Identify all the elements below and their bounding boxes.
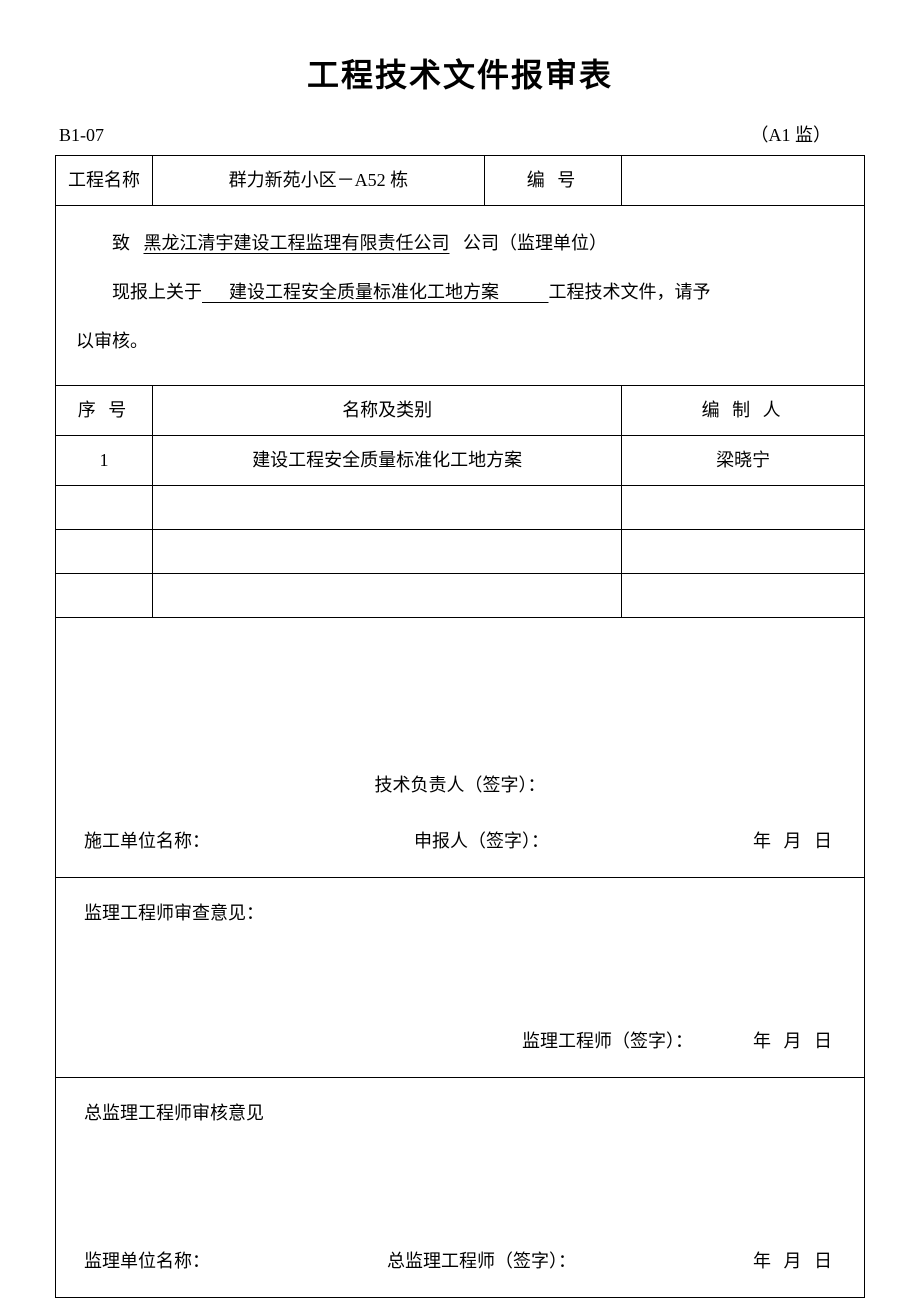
supervision-unit-label: 监理单位名称： bbox=[84, 1242, 210, 1282]
number-label: 编 号 bbox=[484, 155, 622, 205]
seq-cell: 1 bbox=[56, 436, 153, 486]
reporter-label: 申报人（签字）： bbox=[414, 822, 549, 862]
table-row bbox=[56, 573, 865, 617]
name-cell bbox=[153, 485, 622, 529]
sig-row-chief: 总监理工程师审核意见 监理单位名称： 总监理工程师（签字）： 年 月 日 bbox=[56, 1078, 865, 1298]
sig-supervisor-cell: 监理工程师审查意见： 监理工程师（签字）： 年 月 日 bbox=[56, 878, 865, 1078]
table-row: 1 建设工程安全质量标准化工地方案 梁晓宁 bbox=[56, 436, 865, 486]
to-line: 致 黑龙江清宇建设工程监理有限责任公司 公司（监理单位） bbox=[76, 222, 844, 265]
table-row bbox=[56, 485, 865, 529]
report-end: 以审核。 bbox=[76, 320, 844, 363]
chief-engineer-label: 总监理工程师（签字）： bbox=[387, 1242, 576, 1282]
seq-cell bbox=[56, 529, 153, 573]
form-suffix: （A1 监） bbox=[751, 121, 862, 150]
main-table: 工程名称 群力新苑小区－A52 栋 编 号 致 黑龙江清宇建设工程监理有限责任公… bbox=[55, 155, 865, 386]
sig-row-construction: 技术负责人（签字）： 施工单位名称： 申报人（签字）： 年 月 日 bbox=[56, 618, 865, 878]
supervisor-engineer-label: 监理工程师（签字）： bbox=[522, 1022, 693, 1062]
author-cell bbox=[622, 573, 865, 617]
project-name-label: 工程名称 bbox=[56, 155, 153, 205]
sig1-date: 年 月 日 bbox=[753, 822, 836, 862]
report-suffix: 工程技术文件，请予 bbox=[549, 282, 711, 302]
to-prefix: 致 bbox=[112, 233, 130, 253]
author-cell bbox=[622, 529, 865, 573]
name-header: 名称及类别 bbox=[153, 386, 622, 435]
author-cell bbox=[622, 485, 865, 529]
name-cell bbox=[153, 529, 622, 573]
sig2-date: 年 月 日 bbox=[753, 1022, 836, 1062]
body-row: 致 黑龙江清宇建设工程监理有限责任公司 公司（监理单位） 现报上关于 建设工程安… bbox=[56, 205, 865, 386]
sig3-date: 年 月 日 bbox=[753, 1242, 836, 1282]
seq-cell bbox=[56, 485, 153, 529]
supervisor-opinion-label: 监理工程师审查意见： bbox=[84, 894, 836, 934]
signature-table: 技术负责人（签字）： 施工单位名称： 申报人（签字）： 年 月 日 监理工程师审… bbox=[55, 618, 865, 1299]
report-line: 现报上关于 建设工程安全质量标准化工地方案 工程技术文件，请予 bbox=[76, 271, 844, 314]
meta-row: B1-07 （A1 监） bbox=[55, 121, 865, 150]
table-row bbox=[56, 529, 865, 573]
seq-header: 序 号 bbox=[56, 386, 153, 435]
number-value bbox=[622, 155, 865, 205]
name-cell bbox=[153, 573, 622, 617]
list-header: 序 号 名称及类别 编 制 人 bbox=[56, 386, 865, 435]
sig-supervisor-bottom: 监理工程师（签字）： 年 月 日 bbox=[84, 1022, 836, 1062]
sig-chief-bottom: 监理单位名称： 总监理工程师（签字）： 年 月 日 bbox=[84, 1242, 836, 1282]
project-name-value: 群力新苑小区－A52 栋 bbox=[153, 155, 485, 205]
to-company: 黑龙江清宇建设工程监理有限责任公司 bbox=[144, 233, 450, 253]
sig-chief-cell: 总监理工程师审核意见 监理单位名称： 总监理工程师（签字）： 年 月 日 bbox=[56, 1078, 865, 1298]
name-cell: 建设工程安全质量标准化工地方案 bbox=[153, 436, 622, 486]
to-suffix: 公司（监理单位） bbox=[463, 233, 607, 253]
sig-construction-bottom: 施工单位名称： 申报人（签字）： 年 月 日 bbox=[84, 822, 836, 862]
report-subject: 建设工程安全质量标准化工地方案 bbox=[229, 282, 499, 302]
list-table: 序 号 名称及类别 编 制 人 1 建设工程安全质量标准化工地方案 梁晓宁 bbox=[55, 386, 865, 618]
construction-unit-label: 施工单位名称： bbox=[84, 822, 210, 862]
document-title: 工程技术文件报审表 bbox=[55, 50, 865, 101]
report-prefix: 现报上关于 bbox=[112, 282, 202, 302]
author-header: 编 制 人 bbox=[622, 386, 865, 435]
tech-leader-line: 技术负责人（签字）： bbox=[84, 766, 836, 806]
seq-cell bbox=[56, 573, 153, 617]
sig-construction-cell: 技术负责人（签字）： 施工单位名称： 申报人（签字）： 年 月 日 bbox=[56, 618, 865, 878]
body-cell: 致 黑龙江清宇建设工程监理有限责任公司 公司（监理单位） 现报上关于 建设工程安… bbox=[56, 205, 865, 386]
author-cell: 梁晓宁 bbox=[622, 436, 865, 486]
chief-opinion-label: 总监理工程师审核意见 bbox=[84, 1094, 836, 1134]
header-row: 工程名称 群力新苑小区－A52 栋 编 号 bbox=[56, 155, 865, 205]
sig-row-supervisor: 监理工程师审查意见： 监理工程师（签字）： 年 月 日 bbox=[56, 878, 865, 1078]
form-code: B1-07 bbox=[59, 121, 104, 150]
